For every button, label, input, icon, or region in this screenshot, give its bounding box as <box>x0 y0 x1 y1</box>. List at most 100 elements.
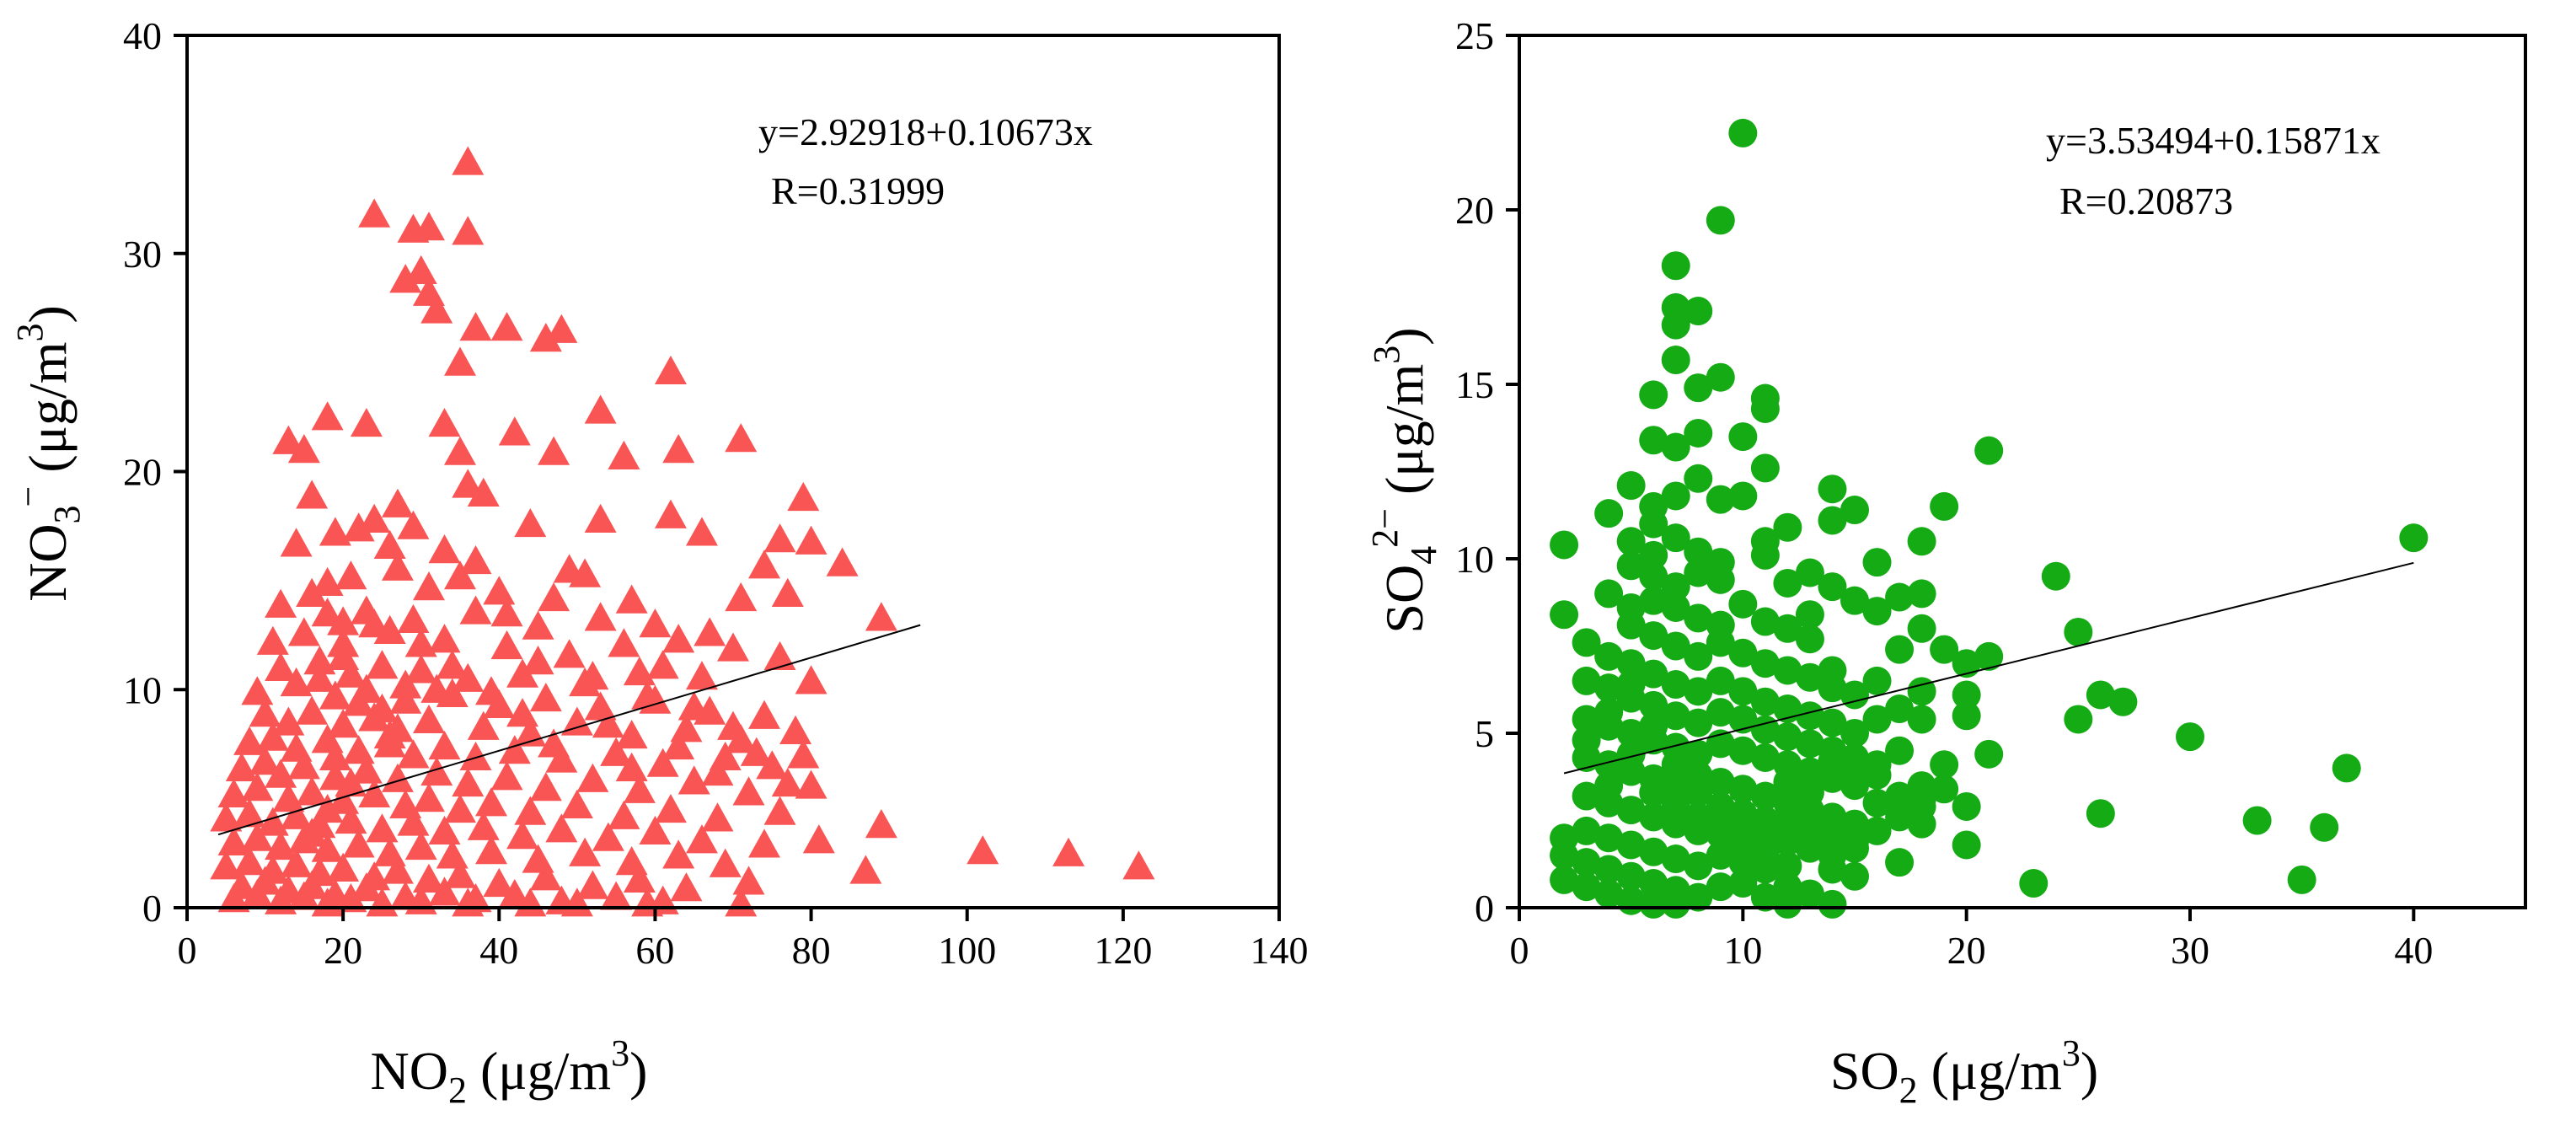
so4-point <box>1907 785 1936 814</box>
so4-point <box>1907 527 1936 556</box>
no3-point <box>350 754 383 784</box>
so4-point <box>1572 781 1601 811</box>
no3-point <box>389 684 422 714</box>
no3-point <box>569 558 602 587</box>
no3-point <box>701 802 734 832</box>
no3-point <box>677 691 710 721</box>
no3-y-tick-label: 30 <box>123 233 162 276</box>
no3-point <box>287 881 320 910</box>
no3-point <box>475 676 508 705</box>
no3-point <box>444 859 476 888</box>
so4-point <box>1639 837 1668 866</box>
no3-point <box>506 658 539 688</box>
so4-point <box>1840 496 1869 525</box>
no3-point <box>592 822 624 851</box>
no3-point <box>420 756 453 786</box>
so4-point <box>1684 418 1713 448</box>
no3-point <box>412 704 445 734</box>
no3-point <box>795 665 827 694</box>
so4-point <box>1773 656 1802 685</box>
so4-point <box>1818 673 1847 703</box>
so4-point <box>1594 750 1624 780</box>
so4-point <box>1706 485 1735 514</box>
no3-point <box>560 706 593 736</box>
no3-point <box>584 503 617 534</box>
no3-point <box>600 881 633 910</box>
no3-point <box>685 517 718 546</box>
so4-point <box>1639 778 1668 807</box>
no3-point <box>452 216 485 245</box>
no3-point <box>538 436 570 465</box>
no3-point <box>569 837 602 866</box>
no3-y-tick-label: 10 <box>123 668 162 711</box>
so4-point <box>1952 830 1981 860</box>
so4-point <box>1594 855 1624 884</box>
no3-point <box>358 503 391 534</box>
so4-point <box>1684 760 1713 790</box>
so4-point <box>1862 750 1892 780</box>
so4-point <box>1706 628 1735 657</box>
no3-point <box>514 507 547 538</box>
no3-point <box>654 355 687 385</box>
so4-point <box>1750 394 1780 423</box>
so4-point <box>1862 816 1892 845</box>
so4-point <box>1818 506 1847 535</box>
so4-point <box>1795 558 1824 587</box>
so4-x-tick-label: 0 <box>1510 929 1529 972</box>
no3-point <box>646 650 679 679</box>
no3-point <box>545 743 578 773</box>
no3-point <box>506 819 539 850</box>
so4-point <box>1616 527 1646 556</box>
no3-point <box>529 682 562 712</box>
so4-point <box>1684 603 1713 633</box>
so4-point <box>2242 806 2272 835</box>
no3-point <box>265 651 297 681</box>
no3-point <box>311 793 344 823</box>
so4-equation: y=3.53494+0.15871x <box>2046 119 2381 162</box>
so4-point <box>1773 767 1802 796</box>
so4-point <box>1661 432 1690 462</box>
so4-point <box>1616 719 1646 748</box>
no3-point <box>529 772 562 802</box>
no3-point <box>319 517 351 546</box>
no3-point <box>475 787 508 817</box>
no3-point <box>358 609 391 638</box>
no3-point <box>397 510 430 539</box>
so4-point <box>1594 499 1624 528</box>
no3-r-value: R=0.31999 <box>771 169 945 212</box>
no3-point <box>296 480 329 509</box>
so4-x-tick-label: 40 <box>2394 929 2433 972</box>
no3-point <box>1122 850 1155 880</box>
no3-point <box>529 323 562 352</box>
so4-point <box>1818 708 1847 737</box>
no3-point <box>327 852 360 882</box>
so4-point <box>1750 743 1780 772</box>
no3-point <box>475 835 508 865</box>
no3-x-tick-label: 20 <box>324 929 362 972</box>
no3-point <box>763 641 796 671</box>
so4-point <box>2108 687 2138 716</box>
so4-y-ticks: 0 5 10 15 20 25 <box>1455 14 1519 930</box>
so4-point <box>1639 540 1668 570</box>
no3-point <box>319 741 351 771</box>
no3-point <box>233 846 266 876</box>
no3-point <box>366 650 399 679</box>
so4-point <box>1706 548 1735 577</box>
so4-point <box>1728 422 1758 452</box>
so4-x-tick-label: 20 <box>1947 929 1986 972</box>
so4-point <box>1795 662 1824 692</box>
no3-point <box>701 756 734 786</box>
so4-point <box>1862 666 1892 695</box>
no3-point <box>412 571 445 601</box>
so4-point <box>1773 512 1802 542</box>
no3-point <box>381 763 414 792</box>
no3-point <box>725 582 758 612</box>
so4-point <box>2176 722 2204 752</box>
no3-point <box>389 669 422 699</box>
so4-point <box>1706 666 1735 695</box>
no3-point <box>381 551 414 581</box>
no3-point <box>763 523 796 553</box>
no3-point <box>654 793 687 823</box>
no3-point <box>615 719 648 749</box>
no3-point <box>335 804 367 834</box>
